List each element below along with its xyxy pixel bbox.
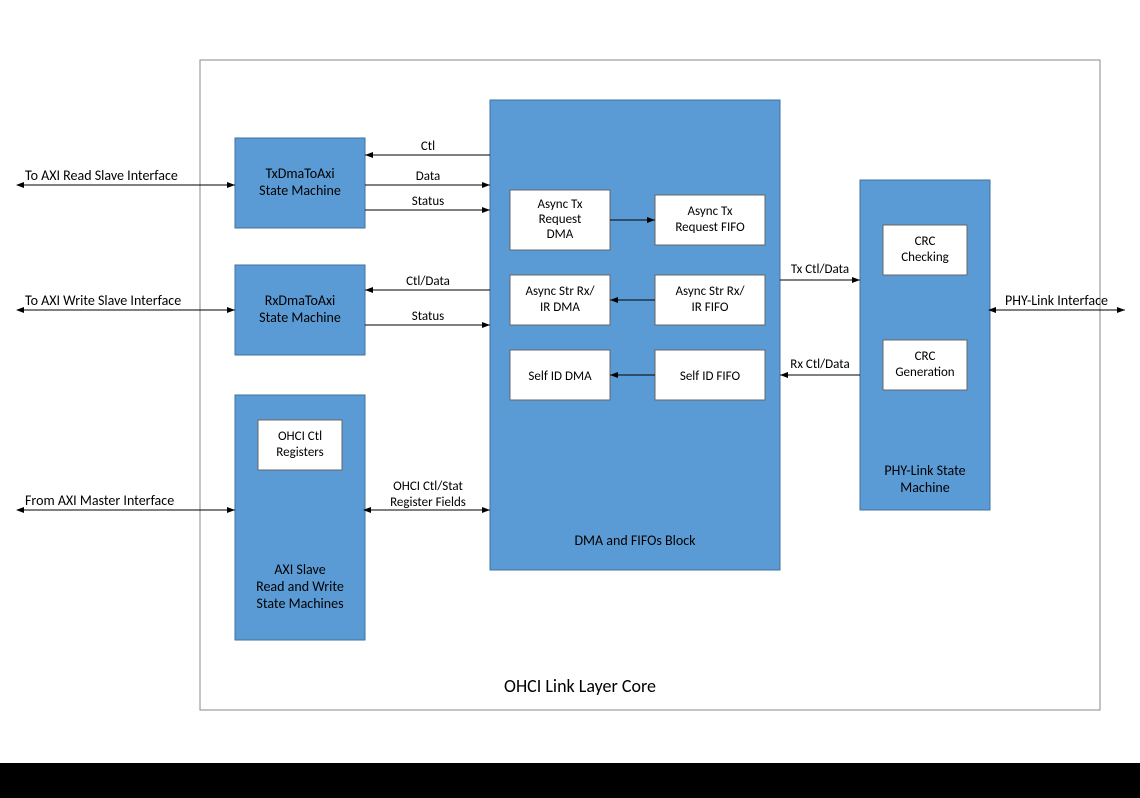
async-rx-dma-l1: Async Str Rx/ xyxy=(525,284,595,299)
axislave-label2: Read and Write xyxy=(256,578,344,595)
label-ohci-fields1: OHCI Ctl/Stat xyxy=(393,479,463,494)
phy-link-l2: Machine xyxy=(900,479,950,496)
crc-check-l1: CRC xyxy=(915,234,936,249)
axislave-label3: State Machines xyxy=(256,595,343,612)
label-ctldata: Ctl/Data xyxy=(406,274,450,289)
crc-check-l2: Checking xyxy=(901,250,949,265)
txdma-label2: State Machine xyxy=(259,182,341,199)
async-rx-fifo-l2: IR FIFO xyxy=(692,300,729,315)
phy-link-l1: PHY-Link State xyxy=(884,462,965,479)
async-tx-dma-l1: Async Tx xyxy=(538,197,583,212)
async-tx-fifo-l1: Async Tx xyxy=(688,204,733,219)
selfid-dma-l1: Self ID DMA xyxy=(528,369,592,384)
footer-bar xyxy=(0,763,1140,798)
ohci-ctl-label1: OHCI Ctl xyxy=(278,429,322,444)
async-rx-fifo-l1: Async Str Rx/ xyxy=(675,284,745,299)
label-status1: Status xyxy=(412,194,445,209)
ohci-ctl-label2: Registers xyxy=(276,445,323,460)
label-data: Data xyxy=(416,169,441,184)
crc-gen-l2: Generation xyxy=(895,365,954,380)
label-ext-read: To AXI Read Slave Interface xyxy=(25,167,178,184)
dma-fifo-block xyxy=(490,100,780,570)
rxdma-label1: RxDmaToAxi xyxy=(265,292,336,309)
async-tx-dma-l3: DMA xyxy=(547,227,574,242)
label-ext-phy: PHY-Link Interface xyxy=(1005,292,1108,309)
label-ohci-fields2: Register Fields xyxy=(390,495,466,510)
txdma-label1: TxDmaToAxi xyxy=(265,165,334,182)
label-status2: Status xyxy=(412,309,445,324)
async-rx-dma-l2: IR DMA xyxy=(540,300,580,315)
selfid-fifo-l1: Self ID FIFO xyxy=(680,369,741,384)
core-title: OHCI Link Layer Core xyxy=(504,675,656,697)
rxdma-label2: State Machine xyxy=(259,309,341,326)
crc-gen-l1: CRC xyxy=(915,349,936,364)
diagram-canvas: OHCI Link Layer Core TxDmaToAxi State Ma… xyxy=(0,0,1140,763)
label-rxctl: Rx Ctl/Data xyxy=(790,357,849,372)
label-ctl: Ctl xyxy=(421,139,435,154)
async-tx-dma-l2: Request xyxy=(539,212,582,227)
axislave-label1: AXI Slave xyxy=(274,561,325,578)
label-ext-write: To AXI Write Slave Interface xyxy=(25,292,181,309)
dma-fifo-title: DMA and FIFOs Block xyxy=(574,532,696,549)
async-tx-fifo-l2: Request FIFO xyxy=(675,220,745,235)
label-txctl: Tx Ctl/Data xyxy=(791,262,849,277)
label-ext-master: From AXI Master Interface xyxy=(25,492,174,509)
